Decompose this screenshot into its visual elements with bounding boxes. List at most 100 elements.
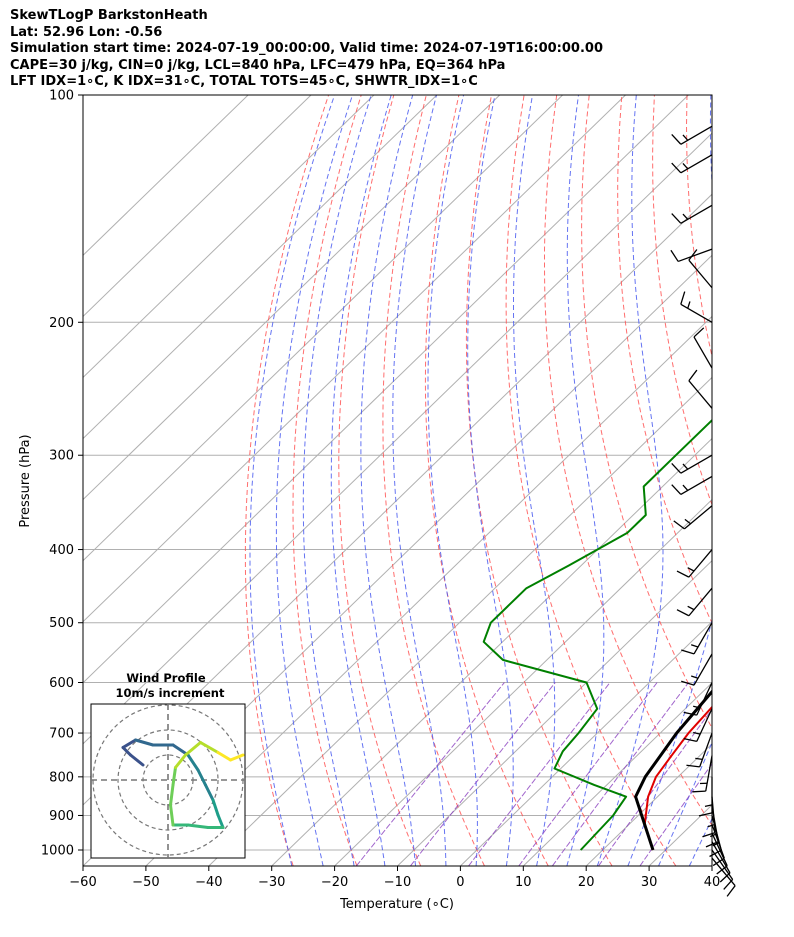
title-line-2: Lat: 52.96 Lon: -0.56	[10, 24, 163, 40]
wind-barb-flag	[680, 291, 686, 305]
hodograph-segment	[186, 753, 200, 772]
wind-barb	[711, 849, 734, 890]
moist-adiabat-line	[275, 95, 353, 866]
wind-barb-flag	[723, 879, 734, 890]
wind-barb-half-flag	[687, 567, 695, 572]
wind-barb-staff	[680, 125, 713, 145]
mixing-ratio-line	[468, 682, 611, 866]
isotherm-line	[334, 498, 712, 866]
cape-shading	[777, 95, 794, 519]
wind-barb-staff	[680, 204, 713, 224]
wind-barb-flag	[671, 134, 682, 145]
hodograph-segment	[196, 768, 207, 787]
y-tick-label: 200	[49, 316, 74, 331]
wind-barb	[681, 653, 713, 686]
moist-adiabat-line	[566, 95, 605, 866]
moist-adiabat-line	[720, 95, 794, 866]
wind-barb	[683, 682, 713, 716]
isotherm-line	[83, 95, 563, 562]
wind-barb	[676, 587, 713, 617]
isotherm-line	[83, 95, 626, 623]
x-tick-label: −50	[132, 875, 159, 890]
y-tick-label: 400	[49, 543, 74, 558]
moist-adiabat-line	[360, 95, 416, 866]
background-lines	[83, 95, 794, 866]
x-tick-label: −40	[195, 875, 222, 890]
y-axis-label: Pressure (hPa)	[18, 434, 33, 527]
isotherm-line	[83, 95, 438, 440]
wind-barb-flag	[671, 463, 682, 474]
wind-barb	[711, 832, 728, 875]
isotherm-line	[460, 621, 712, 866]
wind-barb	[702, 796, 716, 838]
isotherm-line	[145, 315, 712, 866]
wind-barb-flag	[692, 790, 706, 793]
hodograph-segment	[216, 751, 232, 762]
dry-adiabat-line	[785, 95, 794, 866]
wind-barb-staff	[680, 475, 713, 495]
mixing-ratio-line	[639, 763, 712, 866]
x-tick-label: 30	[641, 875, 658, 890]
wind-barb-staff	[693, 622, 713, 655]
wind-barb-flag	[670, 249, 679, 262]
wind-barb-half-flag	[712, 841, 720, 847]
wind-barb	[683, 708, 713, 743]
y-tick-label: 800	[49, 770, 74, 785]
mixing-ratio-line	[518, 682, 658, 866]
dry-adiabat-line	[544, 95, 712, 827]
wind-barb	[671, 125, 713, 145]
mixing-ratio-line	[551, 682, 689, 866]
hodograph-segment	[174, 753, 187, 769]
wind-barb-flag	[671, 162, 682, 174]
wind-barb	[676, 549, 713, 578]
wind-barb	[671, 154, 713, 174]
x-tick-label: −10	[384, 875, 411, 890]
wind-barb	[671, 475, 713, 495]
title-line-4: CAPE=30 j/kg, CIN=0 j/kg, LCL=840 hPa, L…	[10, 57, 506, 73]
wind-barb	[671, 454, 713, 474]
title-line-1: SkewTLogP BarkstonHeath	[10, 8, 208, 23]
wind-barb-half-flag	[693, 731, 701, 735]
title-block: SkewTLogP BarkstonHeath Lat: 52.96 Lon: …	[10, 8, 603, 91]
moist-adiabat-line	[249, 95, 336, 866]
x-tick-label: −20	[321, 875, 348, 890]
wind-barb	[670, 248, 713, 263]
dry-adiabat-line	[244, 95, 330, 866]
moist-adiabat-line	[627, 95, 712, 866]
wind-barb-half-flag	[707, 823, 715, 828]
hodograph-segment	[121, 738, 137, 749]
mixing-ratio-line	[410, 682, 556, 866]
wind-barb-staff	[688, 587, 713, 617]
isotherm-line	[83, 95, 375, 379]
wind-barb-staff	[680, 154, 713, 174]
dry-adiabat-line	[652, 95, 712, 507]
y-tick-label: 900	[49, 809, 74, 824]
isotherm-line	[83, 95, 249, 257]
hodograph-segment	[121, 746, 132, 757]
wind-barb	[673, 505, 713, 530]
isotherm-line	[83, 132, 712, 745]
wind-barb-staff	[696, 708, 713, 742]
wind-barb-half-flag	[693, 705, 701, 709]
wind-barb-flag	[702, 831, 716, 838]
wind-barb-half-flag	[682, 463, 689, 470]
wind-barb-half-flag	[709, 833, 718, 838]
isotherm-line	[208, 376, 712, 866]
hodograph-segment	[134, 738, 155, 747]
wind-barb	[693, 327, 713, 369]
isotherm-line	[83, 95, 501, 501]
wind-barb-staff	[688, 259, 713, 289]
wind-barb-staff	[699, 732, 713, 768]
wind-barb-flag	[726, 885, 736, 897]
wind-barb-staff	[684, 505, 713, 530]
wind-barb-staff	[688, 549, 713, 578]
moist-adiabat-line	[658, 741, 712, 866]
y-tick-label: 300	[49, 449, 74, 464]
hodograph-segment	[216, 813, 225, 829]
y-tick-label: 700	[49, 727, 74, 742]
wind-barb-half-flag	[687, 605, 695, 611]
wind-barb-staff	[680, 303, 713, 323]
title-line-5: LFT IDX=1∘C, K IDX=31∘C, TOTAL TOTS=45∘C…	[10, 74, 478, 89]
hodograph-segment	[186, 823, 210, 829]
title-line-3: Simulation start time: 2024-07-19_00:00:…	[10, 41, 603, 56]
